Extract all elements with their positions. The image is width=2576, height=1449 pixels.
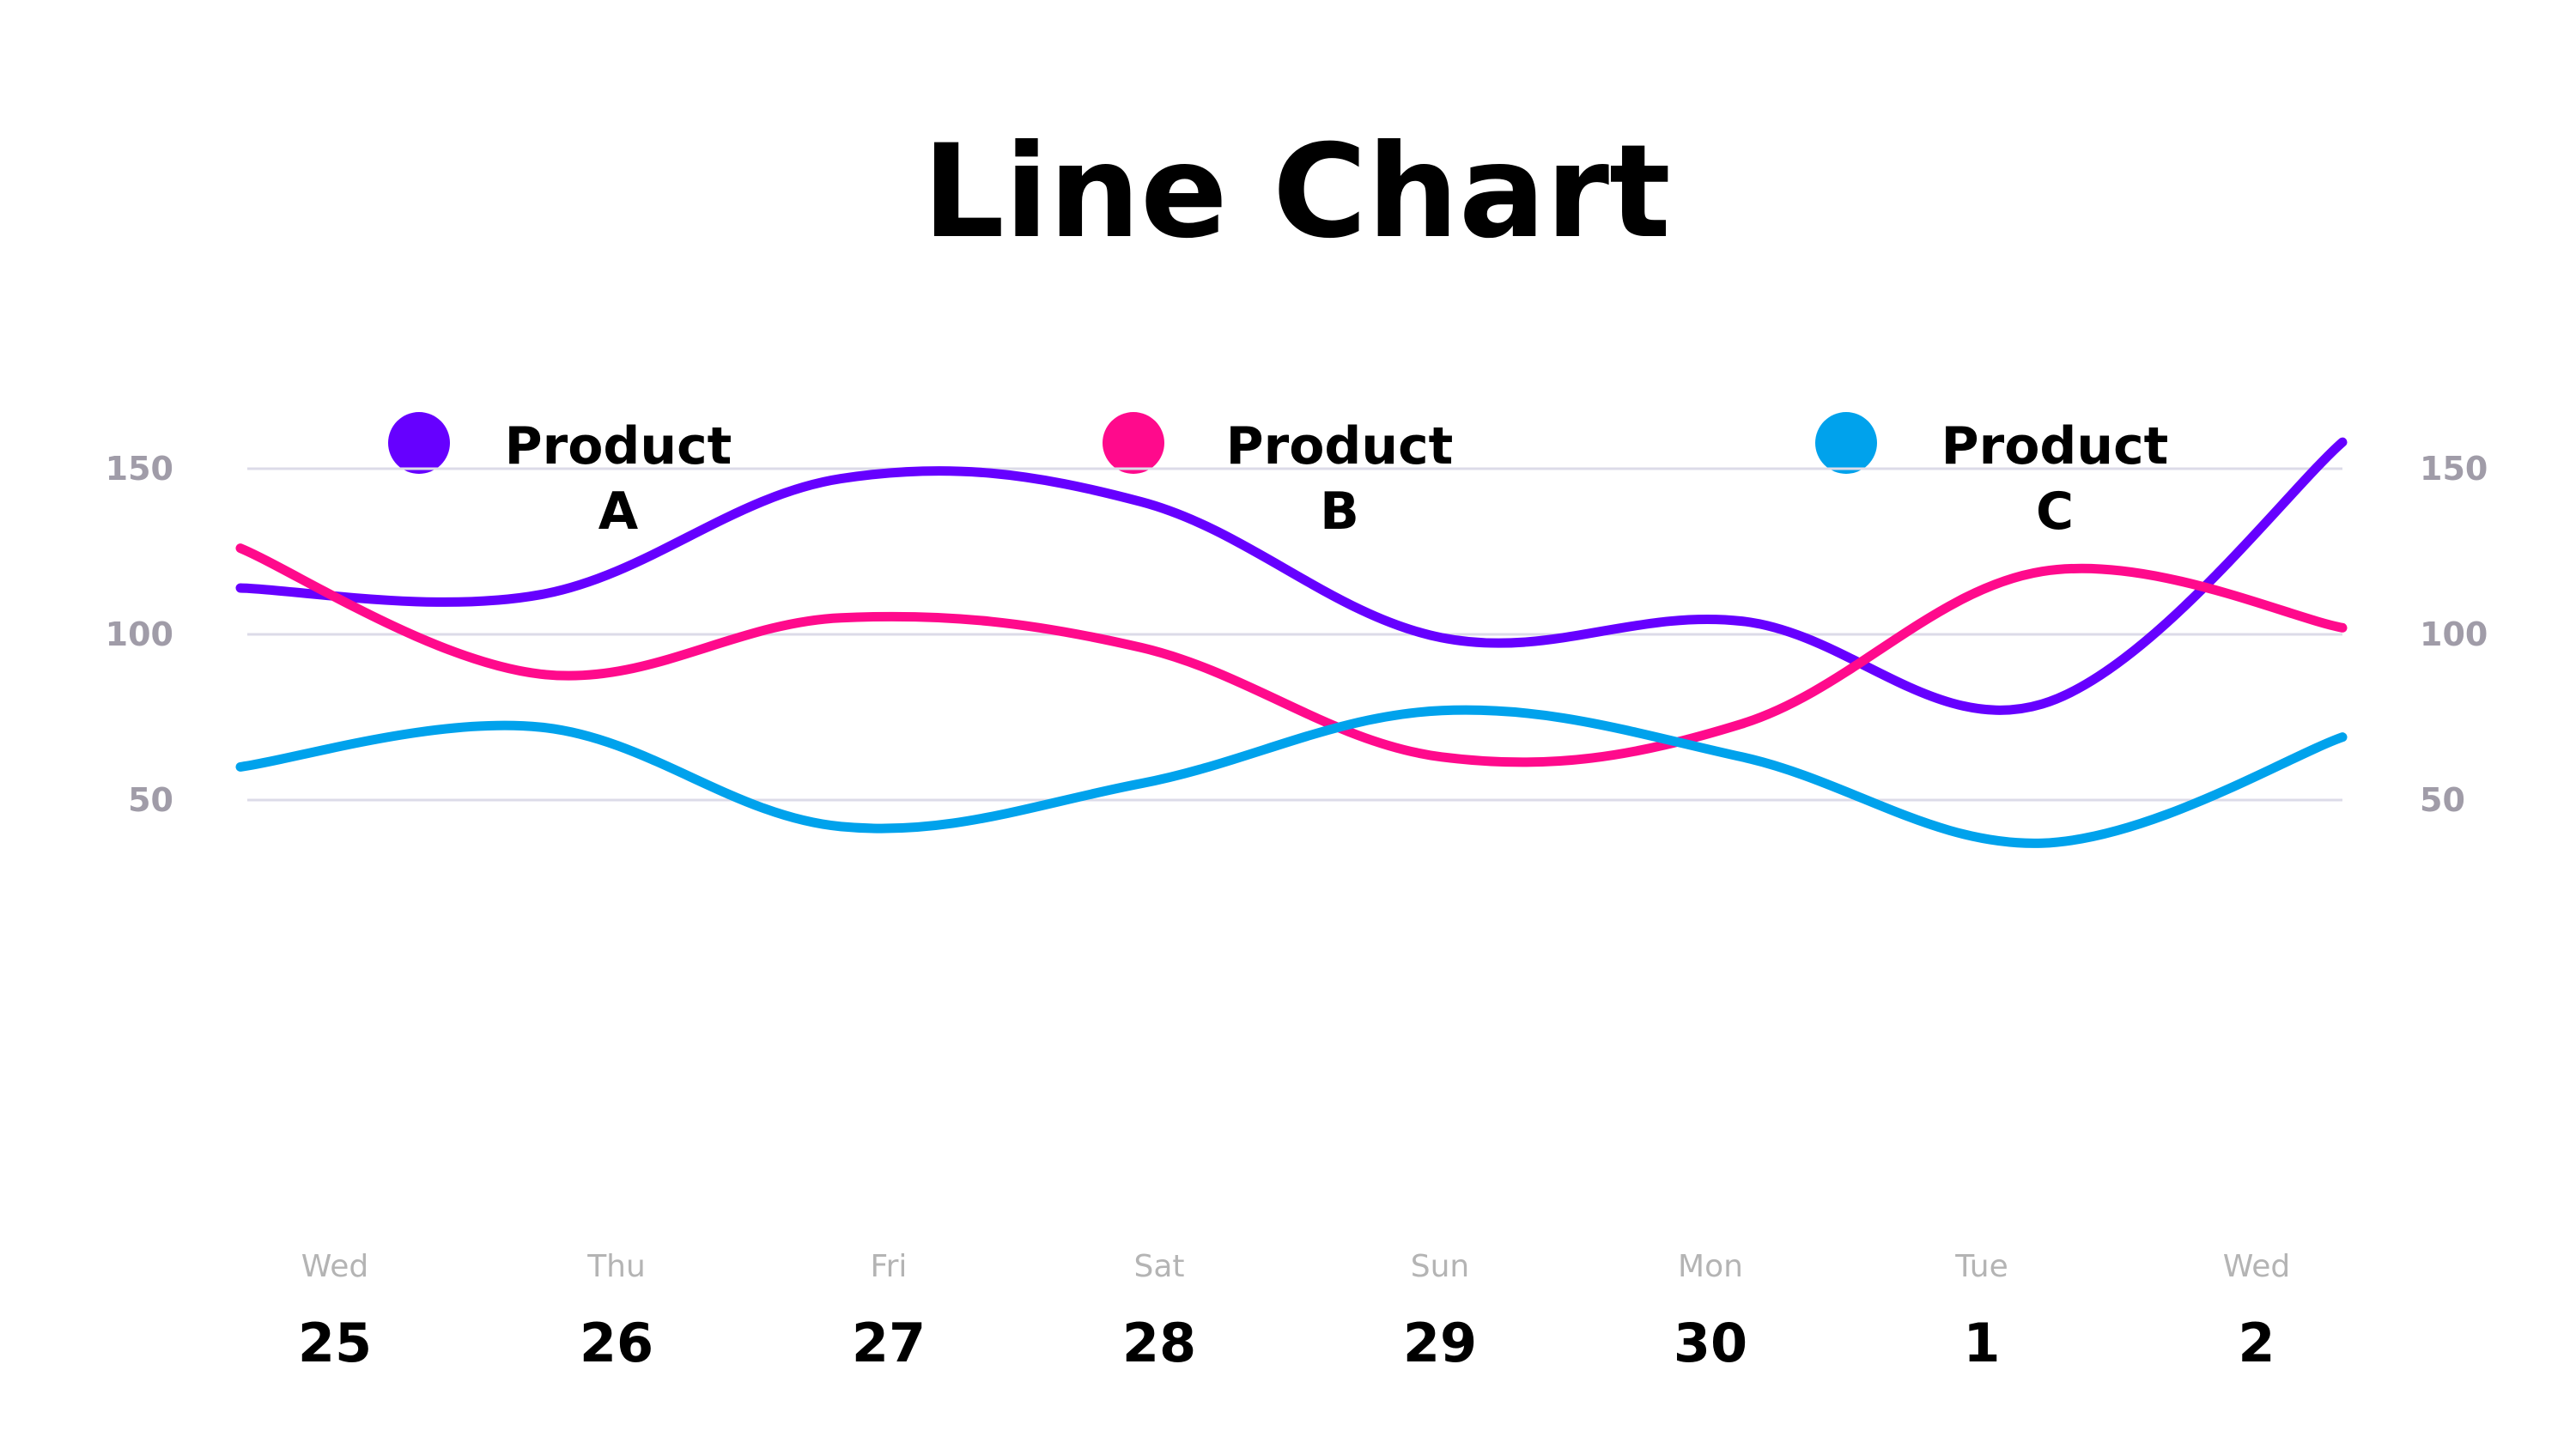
y-tick-label-left: 100 bbox=[106, 615, 173, 653]
x-tick-date: 30 bbox=[1674, 1312, 1747, 1374]
legend-marker-1 bbox=[1103, 412, 1164, 474]
series-lines bbox=[235, 437, 2348, 848]
x-tick-date: 28 bbox=[1122, 1312, 1196, 1374]
y-tick-label-right: 100 bbox=[2420, 615, 2488, 653]
x-tick-date: 27 bbox=[852, 1312, 926, 1374]
x-tick-date: 1 bbox=[1963, 1312, 2000, 1374]
y-tick-label-right: 150 bbox=[2420, 450, 2488, 488]
y-tick-label-left: 150 bbox=[106, 450, 173, 488]
chart-title: Line Chart bbox=[922, 118, 1671, 267]
grid bbox=[247, 467, 2342, 802]
legend-marker-2 bbox=[1815, 412, 1877, 474]
y-tick-label-right: 50 bbox=[2420, 781, 2465, 819]
y-tick-label-left: 50 bbox=[128, 781, 173, 819]
x-tick-day: Tue bbox=[1954, 1249, 2008, 1284]
x-axis: Wed 25 Thu 26 Fri 27 Sat 28 Sun 29 Mon 30 Tue 1 Wed 2 bbox=[298, 1249, 2290, 1374]
x-tick-date: 26 bbox=[580, 1312, 653, 1374]
x-tick-day: Sun bbox=[1411, 1249, 1469, 1284]
x-tick-day: Wed bbox=[301, 1249, 369, 1284]
y-axis-left: 50 100 150 bbox=[106, 450, 173, 819]
x-tick-date: 2 bbox=[2238, 1312, 2275, 1374]
legend-label-0: Product A bbox=[505, 416, 732, 542]
y-axis-right: 50 100 150 bbox=[2420, 450, 2488, 819]
legend-marker-0 bbox=[388, 412, 450, 474]
series-line-product-c bbox=[235, 705, 2348, 848]
x-tick-date: 25 bbox=[298, 1312, 372, 1374]
x-tick-date: 29 bbox=[1403, 1312, 1477, 1374]
series-line-product-a bbox=[235, 437, 2348, 715]
x-tick-day: Thu bbox=[586, 1249, 646, 1284]
legend: Product A Product B Product C bbox=[388, 412, 2168, 542]
legend-label-2: Product C bbox=[1941, 416, 2169, 542]
x-tick-day: Wed bbox=[2223, 1249, 2291, 1284]
x-tick-day: Fri bbox=[871, 1249, 908, 1284]
legend-label-1: Product B bbox=[1226, 416, 1454, 542]
x-tick-day: Mon bbox=[1678, 1249, 1743, 1284]
series-line-product-b bbox=[235, 543, 2348, 767]
x-tick-day: Sat bbox=[1133, 1249, 1184, 1284]
